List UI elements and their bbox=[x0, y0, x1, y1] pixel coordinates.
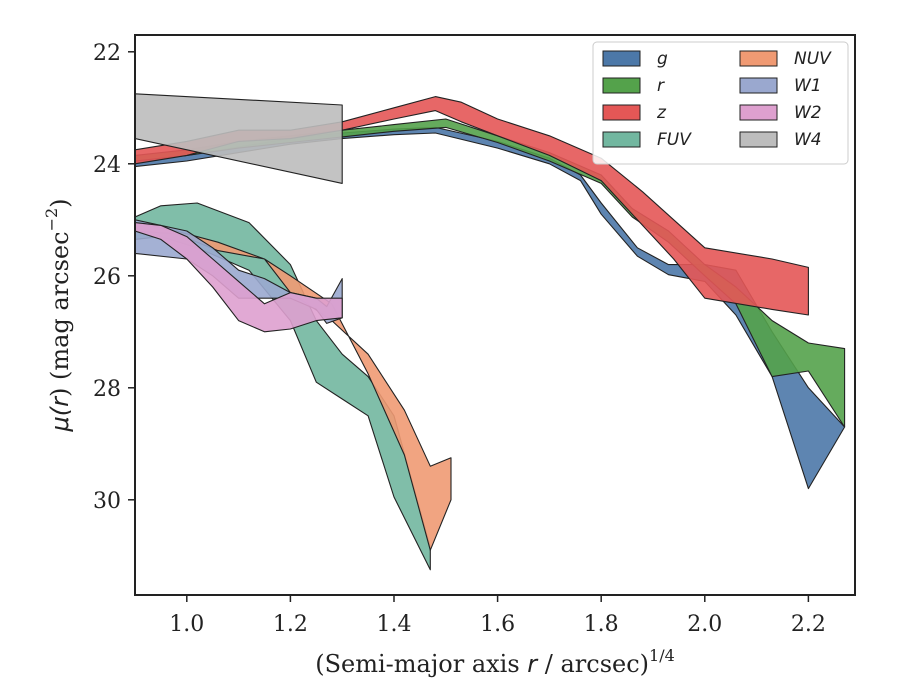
legend-label-nuv: NUV bbox=[794, 49, 832, 69]
legend-swatch-w2 bbox=[739, 104, 778, 121]
legend-label-fuv: FUV bbox=[657, 130, 692, 150]
x-tick-label: 1.2 bbox=[273, 612, 308, 637]
x-axis: 1.0 1.2 1.4 1.6 1.8 2.0 2.2 bbox=[169, 595, 826, 637]
x-tick-label: 2.2 bbox=[791, 612, 826, 637]
y-tick-label: 26 bbox=[93, 265, 121, 290]
legend-swatch-fuv bbox=[602, 131, 641, 148]
y-tick-label: 22 bbox=[93, 41, 121, 66]
legend-label-w2: W2 bbox=[794, 103, 822, 123]
legend-swatch-z bbox=[602, 104, 641, 121]
x-axis-label: (Semi-major axis r / arcsec)1/4 bbox=[315, 646, 675, 678]
y-axis: 22 24 26 28 30 bbox=[93, 41, 135, 514]
y-tick-label: 28 bbox=[93, 377, 121, 402]
x-tick-label: 1.8 bbox=[584, 612, 619, 637]
x-tick-label: 1.0 bbox=[169, 612, 204, 637]
legend-swatch-g bbox=[602, 50, 641, 67]
y-tick-label: 30 bbox=[93, 489, 121, 514]
band-w2 bbox=[135, 222, 343, 333]
legend-label-g: g bbox=[657, 49, 668, 69]
x-tick-label: 2.0 bbox=[687, 612, 722, 637]
band-w4 bbox=[135, 93, 343, 184]
legend-swatch-r bbox=[602, 77, 641, 94]
band-nuv bbox=[135, 222, 452, 551]
legend-label-w1: W1 bbox=[794, 76, 822, 96]
legend-label-r: r bbox=[657, 76, 665, 96]
legend: grz FUV NUV W1 W2 W4 bbox=[592, 41, 849, 165]
y-tick-label: 24 bbox=[93, 153, 121, 178]
plot-area bbox=[135, 93, 846, 571]
y-axis-label: μ(r) (mag arcsec−2) bbox=[42, 198, 74, 432]
legend-label-z: z bbox=[656, 103, 667, 123]
legend-swatch-nuv bbox=[739, 50, 778, 67]
legend-swatch-w4 bbox=[739, 131, 778, 148]
legend-box bbox=[592, 41, 849, 165]
band-z bbox=[135, 96, 809, 316]
x-tick-label: 1.6 bbox=[480, 612, 515, 637]
plot-frame bbox=[134, 34, 856, 596]
x-tick-label: 1.4 bbox=[376, 612, 411, 637]
legend-label-w4: W4 bbox=[794, 130, 822, 150]
legend-swatch-w1 bbox=[739, 77, 778, 94]
